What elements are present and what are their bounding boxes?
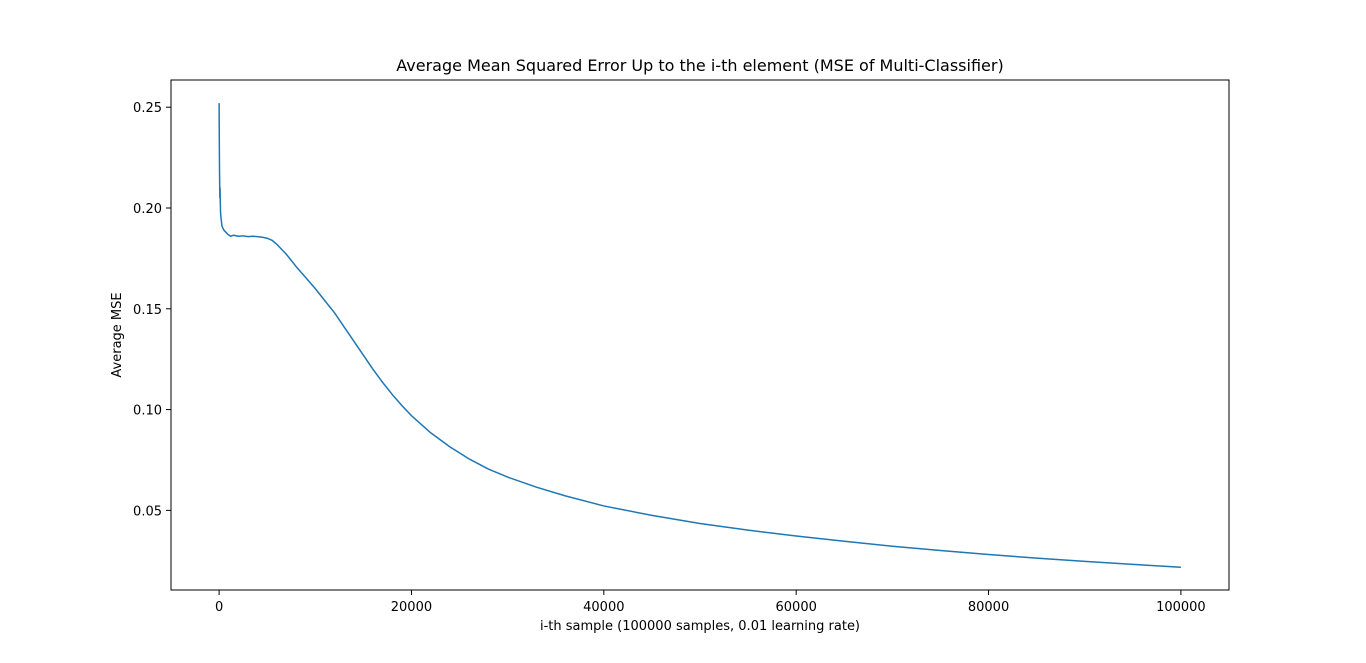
chart-title: Average Mean Squared Error Up to the i-t…	[396, 56, 1003, 75]
x-tick-label: 0	[215, 600, 223, 615]
x-axis: 0 20000 40000 60000 80000 100000	[215, 590, 1206, 615]
x-tick-label: 100000	[1156, 600, 1206, 615]
series-layer	[218, 103, 1181, 568]
y-axis-label: Average MSE	[110, 292, 125, 377]
x-tick-label: 40000	[583, 600, 624, 615]
x-tick-label: 60000	[776, 600, 817, 615]
y-tick-label: 0.25	[133, 101, 162, 116]
plot-area	[170, 79, 1230, 591]
y-tick-label: 0.10	[133, 404, 162, 419]
series-line-0	[218, 103, 1181, 568]
x-tick-label: 20000	[391, 600, 432, 615]
y-axis: 0.05 0.10 0.15 0.20 0.25	[133, 101, 171, 519]
y-tick-label: 0.15	[133, 303, 162, 318]
y-tick-label: 0.05	[133, 504, 162, 519]
x-tick-label: 80000	[968, 600, 1009, 615]
x-axis-label: i-th sample (100000 samples, 0.01 learni…	[540, 619, 860, 634]
y-tick-label: 0.20	[133, 202, 162, 217]
plot-frame	[170, 79, 1230, 591]
